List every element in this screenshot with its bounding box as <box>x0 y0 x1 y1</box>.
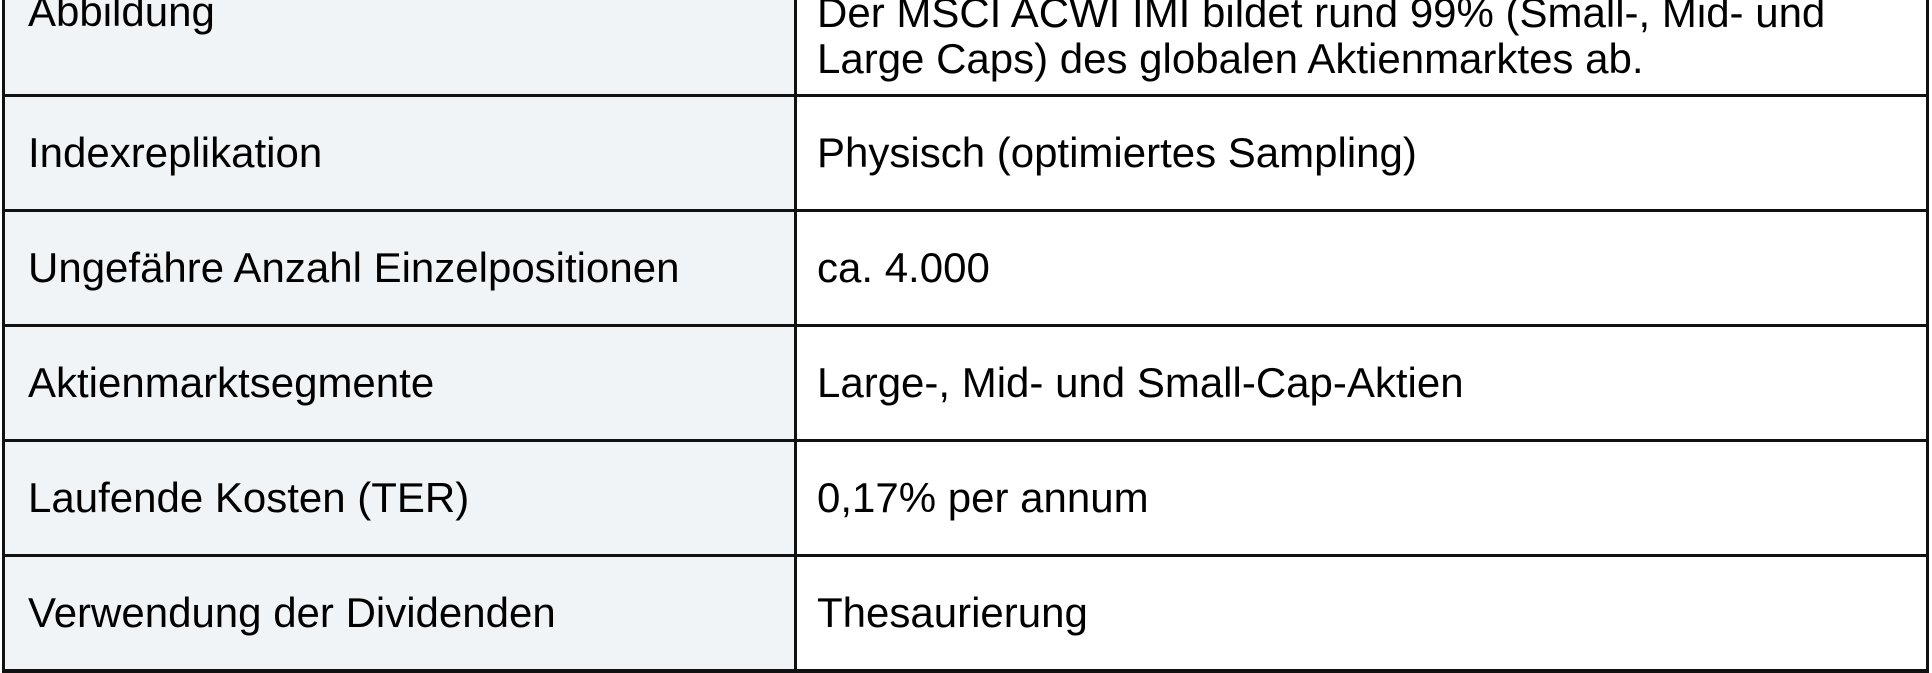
table-row: Ungefähre Anzahl Einzelpositionen ca. 4.… <box>5 209 1926 324</box>
table-row: Aktienmarktsegmente Large-, Mid- und Sma… <box>5 324 1926 439</box>
row-label: Indexreplikation <box>5 97 797 209</box>
row-label: Abbildung <box>5 0 797 94</box>
row-value: Large-, Mid- und Small-Cap-Aktien <box>817 359 1464 406</box>
row-value: ca. 4.000 <box>817 244 990 291</box>
row-value: 0,17% per annum <box>817 474 1149 521</box>
table-row: Laufende Kosten (TER) 0,17% per annum <box>5 439 1926 554</box>
row-label: Laufende Kosten (TER) <box>5 442 797 554</box>
table-row: Indexreplikation Physisch (optimiertes S… <box>5 94 1926 209</box>
row-value: Thesaurierung <box>817 589 1088 636</box>
row-label: Ungefähre Anzahl Einzelpositionen <box>5 212 797 324</box>
table-row: Abbildung Der MSCI ACWI IMI bildet rund … <box>5 0 1926 94</box>
row-value: Physisch (optimiertes Sampling) <box>817 129 1417 176</box>
row-value: Der MSCI ACWI IMI bildet rund 99% (Small… <box>817 0 1826 82</box>
row-label: Verwendung der Dividenden <box>5 557 797 669</box>
table-row: Verwendung der Dividenden Thesaurierung <box>5 554 1926 669</box>
row-label: Aktienmarktsegmente <box>5 327 797 439</box>
